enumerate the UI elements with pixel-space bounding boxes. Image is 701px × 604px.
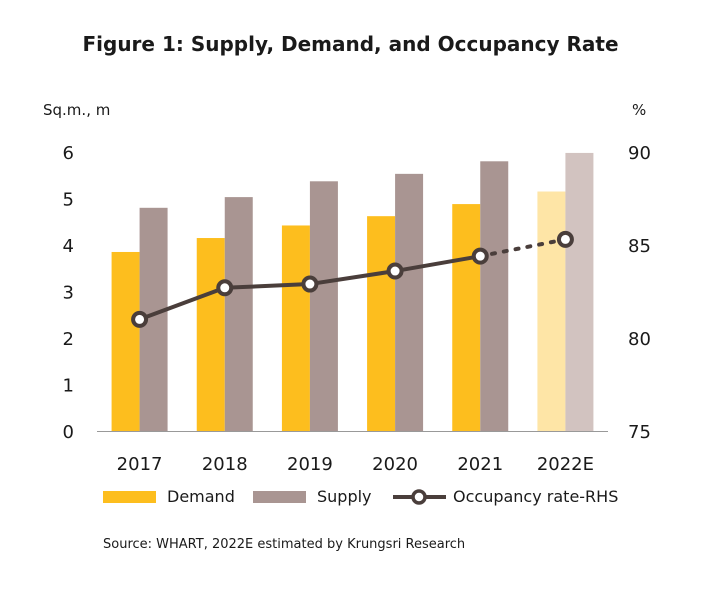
left-axis-label: Sq.m., m xyxy=(43,101,110,119)
legend-label-supply: Supply xyxy=(317,487,372,506)
legend-swatch-occupancy-marker xyxy=(411,489,427,505)
right-tick-label: 90 xyxy=(628,143,651,164)
bar-supply-2019 xyxy=(309,181,338,431)
legend-swatch-supply xyxy=(253,491,306,503)
right-tick-label: 85 xyxy=(628,236,651,257)
occupancy-point-2021 xyxy=(471,247,489,265)
occupancy-line-estimated xyxy=(478,237,568,259)
left-tick-label: 0 xyxy=(63,422,74,443)
bar-supply-2022E xyxy=(565,152,594,431)
left-tick-label: 5 xyxy=(63,190,74,211)
x-tick-label: 2018 xyxy=(202,454,248,475)
left-tick-label: 1 xyxy=(63,376,74,397)
left-tick-label: 4 xyxy=(63,236,74,257)
bar-demand-2020 xyxy=(367,216,396,431)
x-tick-label: 2019 xyxy=(287,454,333,475)
bar-supply-2018 xyxy=(224,197,253,431)
bar-demand-2019 xyxy=(281,225,310,431)
left-tick-label: 2 xyxy=(63,329,74,350)
occupancy-point-2020 xyxy=(386,262,404,280)
legend-label-demand: Demand xyxy=(167,487,235,506)
legend: Demand Supply Occupancy rate-RHS xyxy=(103,487,618,506)
occupancy-point-2022E xyxy=(556,230,574,248)
source-note: Source: WHART, 2022E estimated by Krungs… xyxy=(103,537,466,552)
legend-swatch-demand xyxy=(103,491,156,503)
bar-demand-2022E xyxy=(537,191,566,431)
occupancy-point-2019 xyxy=(301,275,319,293)
left-axis-ticks: 0 1 2 3 4 5 6 xyxy=(63,143,74,443)
occupancy-line xyxy=(131,230,574,328)
right-axis-label: % xyxy=(632,101,646,119)
occupancy-point-2018 xyxy=(216,279,234,297)
bars xyxy=(111,152,594,432)
x-tick-label: 2022E xyxy=(537,454,594,475)
x-tick-label: 2021 xyxy=(457,454,503,475)
x-tick-label: 2020 xyxy=(372,454,418,475)
legend-label-occupancy: Occupancy rate-RHS xyxy=(453,487,618,506)
right-tick-label: 80 xyxy=(628,329,651,350)
left-tick-label: 3 xyxy=(63,283,74,304)
left-tick-label: 6 xyxy=(63,143,74,164)
bar-demand-2017 xyxy=(111,251,140,431)
x-axis-ticks: 2017 2018 2019 2020 2021 2022E xyxy=(117,454,594,475)
right-axis-ticks: 75 80 85 90 xyxy=(628,143,651,443)
bar-supply-2021 xyxy=(480,161,509,432)
bar-demand-2018 xyxy=(196,238,225,431)
right-tick-label: 75 xyxy=(628,422,651,443)
x-tick-label: 2017 xyxy=(117,454,163,475)
bar-demand-2021 xyxy=(452,204,481,431)
chart-title: Figure 1: Supply, Demand, and Occupancy … xyxy=(82,32,619,56)
occupancy-point-2017 xyxy=(131,310,149,328)
bar-supply-2020 xyxy=(395,173,424,432)
